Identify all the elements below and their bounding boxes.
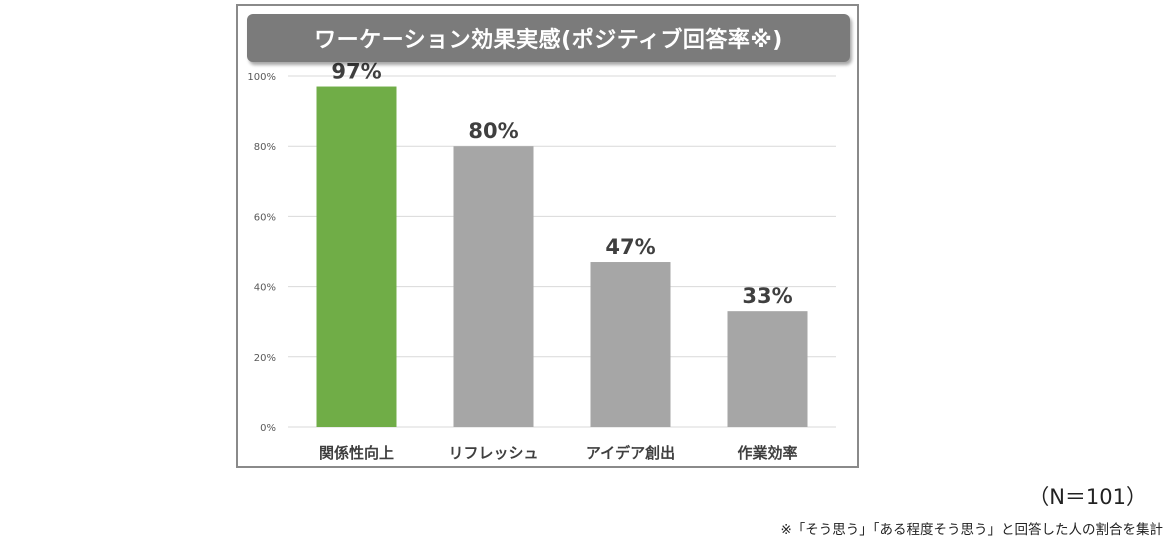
bar bbox=[453, 146, 534, 427]
chart-title: ワーケーション効果実感(ポジティブ回答率※) bbox=[247, 14, 850, 62]
data-label: 33% bbox=[742, 284, 792, 308]
x-tick-label: リフレッシュ bbox=[448, 444, 538, 462]
y-tick-label: 80% bbox=[254, 142, 276, 153]
data-label: 80% bbox=[468, 119, 518, 143]
y-tick-label: 60% bbox=[254, 212, 276, 223]
footnote: ※「そう思う」「ある程度そう思う」と回答した人の割合を集計 bbox=[780, 522, 1163, 538]
y-tick-label: 40% bbox=[254, 283, 276, 294]
y-tick-label: 100% bbox=[247, 72, 276, 83]
y-tick-label: 0% bbox=[260, 423, 276, 434]
y-tick-label: 20% bbox=[254, 353, 276, 364]
data-label: 97% bbox=[331, 60, 381, 84]
x-tick-label: 作業効率 bbox=[737, 444, 797, 462]
x-tick-label: アイデア創出 bbox=[586, 444, 675, 462]
x-tick-label: 関係性向上 bbox=[319, 444, 394, 462]
bar bbox=[316, 86, 397, 427]
data-label: 47% bbox=[605, 235, 655, 259]
bar bbox=[727, 311, 808, 427]
sample-size-note: （N＝101） bbox=[1028, 485, 1147, 509]
bar bbox=[590, 262, 671, 427]
